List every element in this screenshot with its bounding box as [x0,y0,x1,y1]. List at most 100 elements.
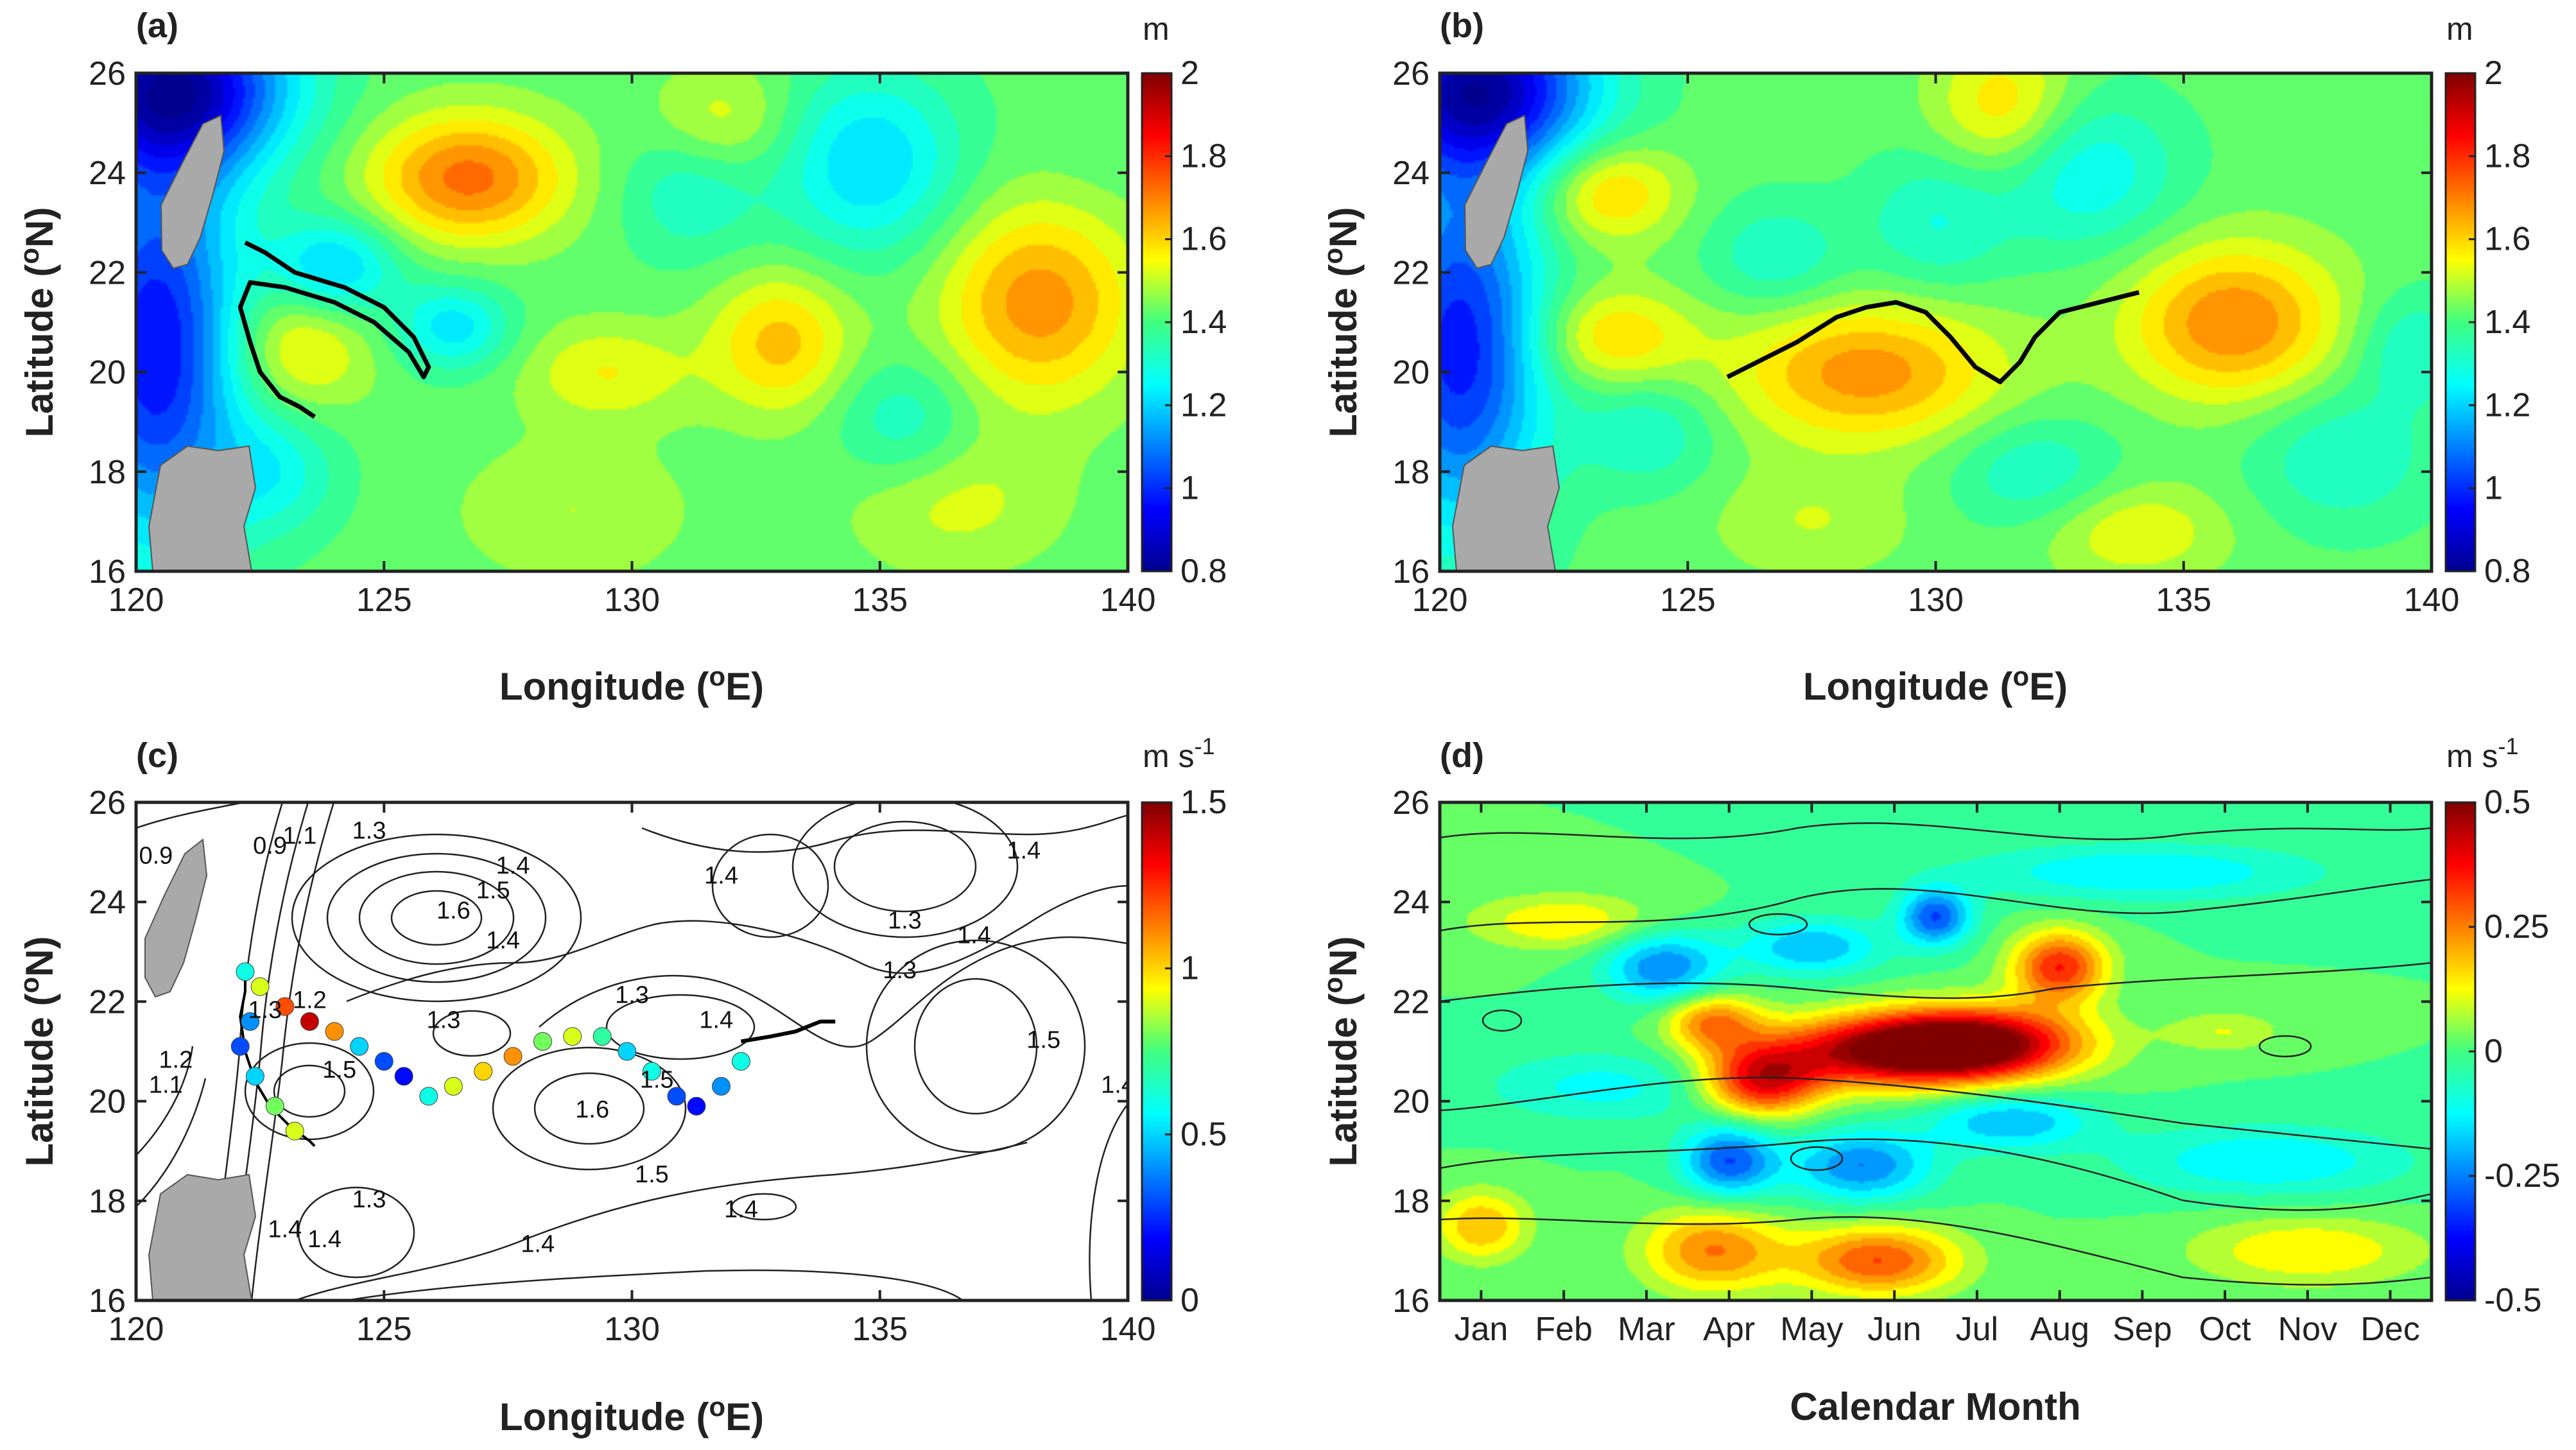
contour-line [273,1064,346,1118]
panel-b-xlabel: Longitude (oE) [1803,661,2068,708]
x-tick-label: 135 [2156,582,2211,619]
x-tick-label: Nov [2278,1311,2337,1348]
panel-b-track [1726,290,2140,384]
panel-a-xlabel: Longitude (oE) [499,661,764,708]
y-tick-label: 26 [1392,784,1430,822]
x-tick-label: Mar [1618,1311,1675,1348]
x-tick-label: 125 [356,582,412,619]
contour-label: 1.6 [437,897,471,924]
contour-line [492,1046,687,1171]
contour-line [297,1186,415,1279]
y-tick-label: 18 [1392,454,1430,491]
y-tick-label: 16 [89,1282,126,1320]
colorbar-gradient [1141,801,1173,1302]
panel-c-track-points [230,962,750,1141]
contour-line [791,802,1019,938]
contour-label: 1.3 [248,997,282,1024]
panel-d-contours [1440,822,2432,1286]
x-tick-label: 140 [2404,582,2460,619]
y-tick-label: 18 [89,1183,126,1220]
contour-line [250,802,335,1300]
taiwan-landmass [160,114,225,270]
track-point [533,1031,552,1051]
panel-a-heatmap [136,73,1128,571]
panel-b-land [1451,114,1560,571]
contour-line [136,1046,194,1156]
colorbar-tick-label: 1.5 [1180,784,1227,821]
panel-c-contour-labels: 0.9 0.91.1 1.31.41.51.61.41.41.41.31.41.31… [139,818,1135,1258]
contour-line [432,1010,512,1057]
contour-label: 1.5 [1026,1027,1060,1054]
x-tick-label: 125 [1660,582,1716,619]
y-tick-label: 18 [89,454,126,491]
contour-label: 1.4 [496,852,530,879]
contour-label: 1.4 [1101,1071,1135,1098]
panel-d-heatmap [1440,802,2432,1300]
contour-line [539,936,1128,1048]
luzon-landmass [148,445,257,571]
x-tick-label: 130 [604,1311,660,1348]
panel-a-land [148,114,257,571]
contour-label: 1.4 [486,927,520,954]
contour-label: 1.3 [615,982,649,1009]
contour-line [136,802,245,829]
panel-d-label: (d) [1440,736,1484,775]
contour-line [295,1141,1028,1300]
track-point [394,1067,413,1086]
panel-a-label: (a) [136,6,178,45]
y-tick-label: 24 [89,155,126,192]
colorbar-tick-label: 1.6 [2484,221,2530,258]
contour-label: 1.5 [635,1161,669,1188]
contour-line [1440,1076,2432,1150]
track-point [687,1096,706,1116]
panel-c-xlabel: Longitude (oE) [499,1392,764,1438]
panel-c-ylabel: Latitude (oN) [14,936,61,1167]
panel-a-unit: m [1143,11,1170,47]
colorbar-tick-label: 0.5 [1180,1116,1227,1153]
x-tick-label: Jun [1867,1311,1921,1348]
x-tick-label: Apr [1703,1311,1755,1348]
y-tick-label: 26 [1392,55,1430,92]
colorbar-tick-label: 1.8 [1180,137,1227,175]
panel-b-ticks: 120 125 130 135 140 16 18 20 22 24 26 [1392,55,2459,619]
contour-line [1440,1216,2432,1286]
contour-label: 1.4 [307,1226,341,1253]
contour-line [346,885,1128,1003]
panel-b: (b) 120 125 130 135 140 16 18 20 22 24 26 0.8 1 1.2 1… [1318,6,2530,708]
contour-label: 0.9 [139,842,173,869]
contour-line [865,939,1086,1153]
y-tick-label: 18 [1392,1183,1430,1220]
contour-line [326,852,547,983]
contour-label: 1.4 [699,1006,733,1033]
track-point [374,1052,393,1071]
contour-label: 1.3 [352,1186,386,1213]
y-tick-label: 24 [1392,155,1430,192]
panel-a-ylabel: Latitude (oN) [14,207,61,438]
panel-d-colorbar: -0.5 -0.25 0 0.25 0.5 [2444,784,2561,1319]
contour-line [291,833,582,1003]
contour-line [1440,962,2432,1003]
contour-line [1440,1138,2432,1211]
contour-line [711,833,829,938]
track-point [503,1047,523,1066]
contour-label: 0.9 [253,833,287,859]
contour-label: 1.4 [268,1216,302,1243]
y-tick-label: 26 [89,784,126,822]
panel-c-ticks: 120 125 130 135 140 16 18 20 22 24 26 [89,784,1155,1348]
panel-b-label: (b) [1440,6,1484,45]
contour-line [641,814,1128,853]
contour-label: 1.1 [149,1071,183,1098]
y-tick-label: 22 [89,254,126,291]
colorbar-tick-label: 1.8 [2484,137,2530,175]
x-tick-label: Dec [2360,1311,2419,1348]
x-tick-label: 140 [1100,1311,1156,1348]
colorbar-tick-label: 2 [2484,55,2503,92]
track-point [731,1052,750,1071]
panel-c-black-track [740,1019,836,1044]
contour-label: 1.4 [1007,838,1041,865]
contour-line [1089,1103,1128,1300]
contour-line [605,994,756,1060]
x-tick-label: Jul [1956,1311,1998,1348]
x-tick-label: May [1780,1311,1843,1348]
panel-b-unit: m [2446,11,2473,47]
